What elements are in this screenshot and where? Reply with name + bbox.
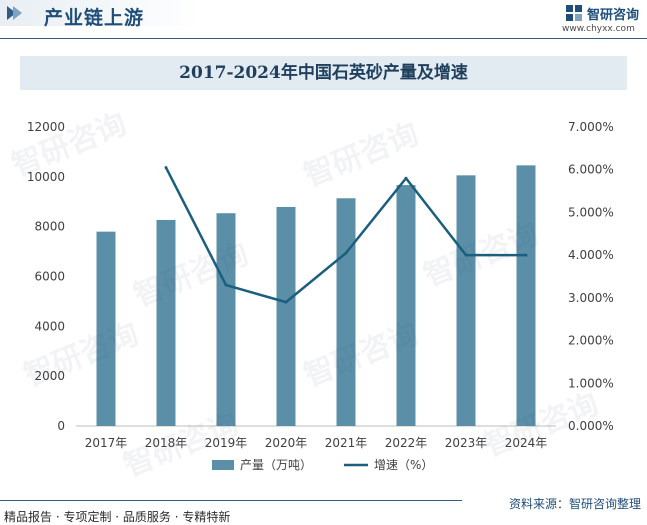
bar (336, 198, 356, 426)
brand-name: 智研咨询 (587, 8, 640, 23)
y-left-tick-label: 0 (57, 419, 65, 433)
growth-point (524, 253, 528, 257)
header-band (0, 0, 200, 26)
y-left-tick-label: 12000 (27, 120, 65, 134)
chart-title-box: 2017-2024年中国石英砂产量及增速 (20, 56, 627, 90)
y-left-tick-label: 8000 (34, 220, 65, 234)
growth-point (464, 253, 468, 257)
brand-url: www.chyxx.com (562, 24, 635, 34)
brand-logo-icon (566, 5, 582, 21)
section-title: 产业链上游 (44, 7, 145, 29)
y-right-tick-label: 1.000% (568, 376, 614, 390)
x-tick-label: 2022年 (385, 436, 428, 450)
y-right-tick-label: 2.000% (568, 334, 614, 348)
legend-bar-label: 产量（万吨） (240, 458, 312, 472)
y-right-tick-label: 5.000% (568, 205, 614, 219)
header-divider (0, 38, 647, 39)
footer-divider (0, 500, 462, 501)
y-left-tick-label: 2000 (34, 369, 65, 383)
page-header: 产业链上游 智研咨询 www.chyxx.com (0, 0, 647, 40)
bar (516, 165, 536, 426)
growth-point (164, 166, 168, 170)
bar (276, 206, 296, 426)
y-right-tick-label: 7.000% (568, 120, 614, 134)
y-right-tick-label: 0.000% (568, 419, 614, 433)
chart-title: 2017-2024年中国石英砂产量及增速 (179, 63, 468, 83)
bar (456, 175, 476, 426)
legend-line-label: 增速（%） (374, 458, 433, 472)
x-tick-label: 2017年 (85, 436, 128, 450)
legend-bar-swatch (212, 460, 234, 470)
x-tick-label: 2018年 (145, 436, 188, 450)
y-right-tick-label: 6.000% (568, 163, 614, 177)
bar (396, 185, 416, 426)
header-marker-icon (7, 6, 22, 20)
growth-point (344, 251, 348, 255)
y-left-tick-label: 4000 (34, 319, 65, 333)
x-tick-label: 2019年 (205, 436, 248, 450)
y-left-tick-label: 6000 (34, 270, 65, 284)
growth-point (404, 176, 408, 180)
x-tick-label: 2024年 (505, 436, 548, 450)
growth-point (224, 283, 228, 287)
growth-point (284, 300, 288, 304)
x-tick-label: 2020年 (265, 436, 308, 450)
footer-source: 资料来源：智研咨询整理 (508, 497, 641, 511)
bar (156, 219, 176, 426)
x-tick-label: 2021年 (325, 436, 368, 450)
bar (216, 213, 236, 426)
footer-tagline: 精品报告 · 专项定制 · 品质服务 · 专精特新 (4, 510, 231, 524)
y-right-tick-label: 4.000% (568, 248, 614, 262)
brand-logo: 智研咨询 www.chyxx.com (562, 4, 644, 36)
x-tick-label: 2023年 (445, 436, 488, 450)
y-left-tick-label: 10000 (27, 170, 65, 184)
chart-area: 0 2000 4000 6000 8000 10000 12000 0.000% 1.000% 2… (27, 120, 614, 472)
y-right-tick-label: 3.000% (568, 291, 614, 305)
bar (96, 231, 116, 426)
